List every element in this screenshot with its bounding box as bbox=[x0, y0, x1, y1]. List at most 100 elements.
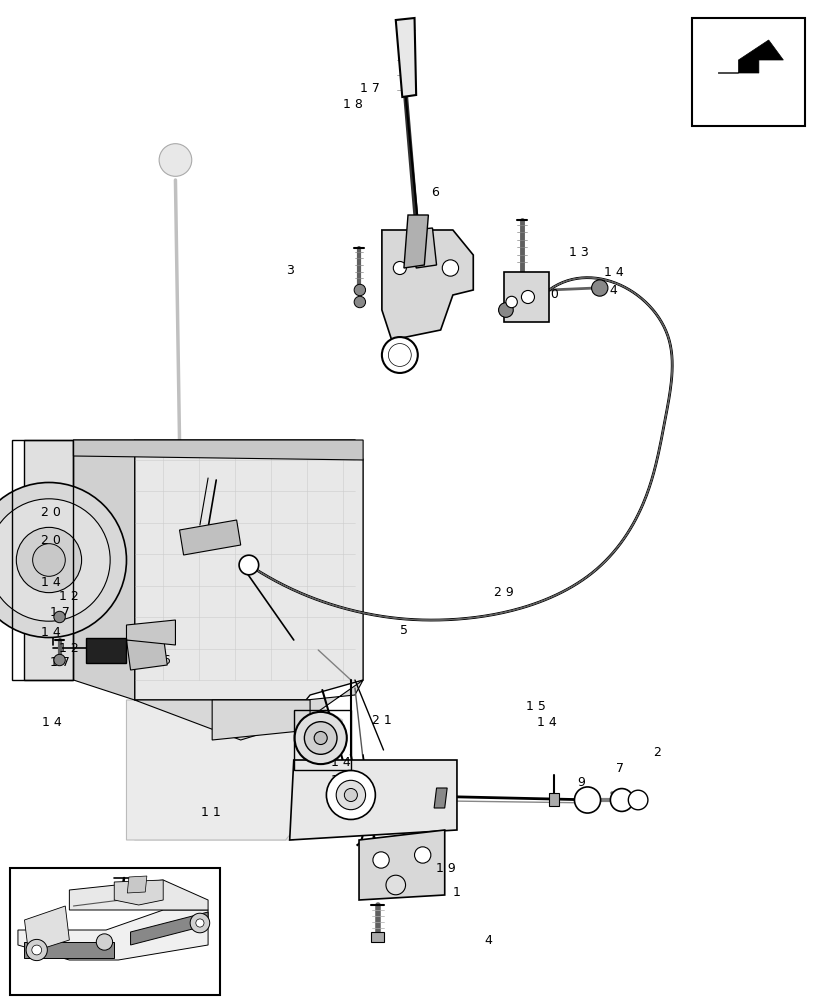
Text: 1 4: 1 4 bbox=[331, 756, 351, 770]
Circle shape bbox=[239, 555, 259, 575]
Circle shape bbox=[354, 284, 366, 296]
Text: 5: 5 bbox=[400, 624, 408, 637]
Circle shape bbox=[344, 788, 357, 802]
Text: 9: 9 bbox=[577, 776, 585, 790]
Bar bbox=[12, 440, 73, 680]
Polygon shape bbox=[404, 215, 428, 268]
Circle shape bbox=[295, 712, 347, 764]
Text: 1 7: 1 7 bbox=[331, 790, 351, 802]
Circle shape bbox=[610, 789, 633, 811]
Polygon shape bbox=[434, 788, 447, 808]
Polygon shape bbox=[126, 700, 326, 840]
Polygon shape bbox=[126, 620, 175, 645]
Bar bbox=[692, 18, 805, 126]
Circle shape bbox=[326, 771, 375, 819]
Text: 6: 6 bbox=[431, 186, 439, 198]
Polygon shape bbox=[135, 700, 343, 840]
Circle shape bbox=[336, 780, 366, 810]
Text: 1 4: 1 4 bbox=[41, 626, 60, 640]
Circle shape bbox=[33, 544, 65, 576]
Polygon shape bbox=[24, 942, 114, 958]
Text: 1 4: 1 4 bbox=[41, 576, 60, 588]
Text: 1 5: 1 5 bbox=[526, 700, 546, 714]
Text: 1 4: 1 4 bbox=[598, 284, 618, 296]
Polygon shape bbox=[290, 760, 457, 840]
Text: 1 8: 1 8 bbox=[343, 99, 362, 111]
Circle shape bbox=[0, 499, 110, 621]
Text: 1 0: 1 0 bbox=[423, 276, 442, 290]
Polygon shape bbox=[126, 635, 167, 670]
Text: 2: 2 bbox=[653, 746, 661, 760]
Polygon shape bbox=[412, 228, 437, 268]
Text: 1 2: 1 2 bbox=[60, 642, 79, 654]
Polygon shape bbox=[24, 906, 69, 953]
Circle shape bbox=[499, 303, 513, 317]
Circle shape bbox=[382, 337, 418, 373]
Text: 1 4: 1 4 bbox=[42, 716, 61, 730]
Text: 2 0: 2 0 bbox=[41, 506, 60, 520]
Circle shape bbox=[32, 945, 42, 955]
Text: 1 4: 1 4 bbox=[537, 716, 557, 730]
Text: 1 0: 1 0 bbox=[539, 288, 559, 302]
Polygon shape bbox=[131, 912, 208, 945]
Circle shape bbox=[54, 611, 65, 623]
Text: 1 9: 1 9 bbox=[437, 861, 456, 874]
Circle shape bbox=[388, 344, 411, 366]
Polygon shape bbox=[549, 793, 559, 806]
Circle shape bbox=[386, 875, 406, 895]
Polygon shape bbox=[135, 680, 363, 740]
Text: 3: 3 bbox=[286, 263, 294, 276]
Bar bbox=[371, 932, 384, 942]
Text: 1 7: 1 7 bbox=[360, 83, 379, 96]
Polygon shape bbox=[69, 880, 208, 910]
Polygon shape bbox=[18, 910, 208, 960]
Circle shape bbox=[506, 296, 517, 308]
Circle shape bbox=[373, 852, 389, 868]
Circle shape bbox=[26, 939, 47, 961]
Circle shape bbox=[304, 722, 337, 754]
Circle shape bbox=[628, 790, 648, 810]
Text: 1 2: 1 2 bbox=[331, 774, 351, 786]
Text: 1 6: 1 6 bbox=[151, 654, 171, 666]
Text: 2 9: 2 9 bbox=[494, 586, 514, 599]
Circle shape bbox=[415, 847, 431, 863]
Polygon shape bbox=[73, 440, 135, 700]
Polygon shape bbox=[127, 876, 147, 893]
Circle shape bbox=[574, 787, 601, 813]
Text: 1: 1 bbox=[453, 886, 461, 898]
Circle shape bbox=[393, 261, 406, 275]
Text: 8: 8 bbox=[117, 654, 125, 666]
Text: 1 4: 1 4 bbox=[604, 265, 623, 278]
Circle shape bbox=[96, 934, 113, 950]
Bar bbox=[504, 272, 549, 322]
Polygon shape bbox=[718, 40, 783, 73]
Circle shape bbox=[0, 482, 126, 638]
Circle shape bbox=[196, 919, 204, 927]
Text: 1 7: 1 7 bbox=[50, 656, 69, 670]
Text: 1 4: 1 4 bbox=[437, 261, 457, 274]
Polygon shape bbox=[24, 440, 73, 680]
Polygon shape bbox=[396, 18, 416, 97]
Bar bbox=[10, 868, 220, 995]
Circle shape bbox=[190, 913, 210, 933]
Polygon shape bbox=[382, 230, 473, 340]
Circle shape bbox=[354, 296, 366, 308]
Circle shape bbox=[16, 527, 82, 593]
Circle shape bbox=[54, 654, 65, 666]
Text: 1 7: 1 7 bbox=[50, 605, 69, 618]
Text: 2 0: 2 0 bbox=[41, 534, 60, 546]
Text: 2 1: 2 1 bbox=[372, 714, 392, 726]
Circle shape bbox=[442, 260, 459, 276]
Text: 1 2: 1 2 bbox=[60, 590, 79, 603]
Polygon shape bbox=[73, 440, 363, 460]
Polygon shape bbox=[359, 830, 445, 900]
Text: 7: 7 bbox=[616, 762, 624, 774]
Circle shape bbox=[592, 280, 608, 296]
Bar bbox=[86, 638, 126, 663]
Text: 1 1: 1 1 bbox=[201, 806, 220, 818]
Text: 4: 4 bbox=[484, 934, 492, 946]
Polygon shape bbox=[114, 880, 163, 905]
Circle shape bbox=[521, 290, 534, 304]
Polygon shape bbox=[180, 520, 241, 555]
Polygon shape bbox=[212, 700, 310, 740]
